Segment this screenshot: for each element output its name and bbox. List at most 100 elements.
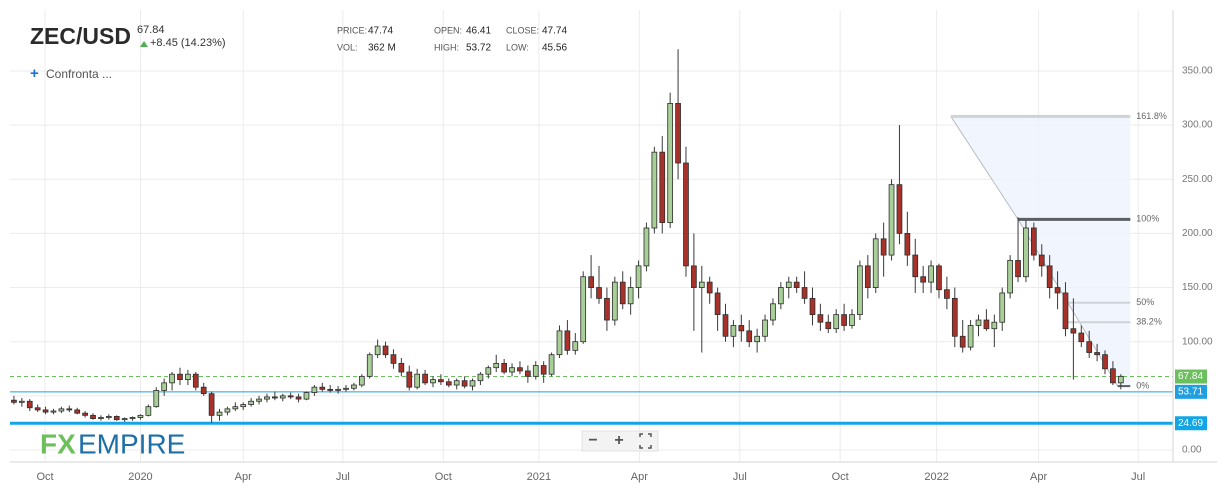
candle-body — [683, 162, 689, 267]
candle-body — [398, 362, 405, 373]
fullscreen[interactable] — [639, 433, 652, 449]
y-tick-label: 0.00 — [1182, 445, 1202, 456]
y-tick-label: 300.00 — [1182, 120, 1213, 131]
candle-body — [343, 387, 349, 390]
candle-body — [517, 367, 523, 372]
stat-label: CLOSE: — [506, 25, 539, 35]
candle-body — [295, 396, 302, 400]
candle-body — [414, 373, 421, 388]
zoom-box — [581, 430, 659, 452]
stat-value: 47.74 — [368, 26, 393, 37]
candle-body — [857, 265, 863, 316]
fib-label: 50% — [1136, 297, 1154, 307]
candle-body — [406, 371, 413, 388]
stat-label: HIGH: — [434, 42, 459, 52]
candle-body — [896, 184, 903, 234]
stat-value: 45.56 — [542, 43, 567, 54]
plot-area: 161.8% 100% 50% 38.2% 0% — [10, 10, 1173, 462]
candle-body — [627, 287, 634, 305]
candle-body — [643, 227, 650, 267]
candle-body — [991, 321, 998, 330]
x-tick-label: Apr — [1030, 471, 1047, 483]
stat-value: 362 M — [368, 43, 396, 54]
candle-body — [445, 381, 452, 386]
candle-body — [1046, 265, 1053, 288]
candle-body — [287, 395, 294, 398]
candle-body — [912, 254, 919, 278]
candle-body — [161, 382, 168, 391]
candle-body — [809, 297, 816, 316]
candle-body — [936, 265, 942, 291]
candle-body — [611, 281, 618, 321]
candle-body — [34, 407, 41, 411]
candle-body — [453, 380, 460, 386]
fib-label: 161.8% — [1136, 111, 1167, 121]
fib-label: 0% — [1136, 380, 1149, 390]
x-tick-label: Oct — [435, 471, 452, 483]
x-tick-label: Apr — [235, 471, 252, 483]
candle-body — [98, 417, 104, 419]
stat-label: PRICE: — [337, 25, 367, 35]
stat-label: VOL: — [337, 42, 358, 52]
candle-body — [548, 354, 555, 375]
candle-body — [635, 265, 642, 288]
candle-body — [1110, 368, 1116, 384]
y-tick-label: 250.00 — [1182, 174, 1213, 185]
x-tick-label: Apr — [631, 471, 648, 483]
candle-body — [659, 151, 666, 223]
x-tick-label: 2021 — [527, 471, 551, 483]
candle-body — [216, 411, 223, 416]
candle-body — [351, 384, 357, 389]
candle-body — [105, 416, 112, 418]
candle-body — [129, 417, 136, 419]
candle-body — [1102, 354, 1108, 370]
candle-body — [200, 386, 207, 395]
logo-empire: EMPIRE — [78, 428, 185, 459]
y-tick-label: 350.00 — [1182, 66, 1213, 77]
candle-body — [604, 297, 610, 321]
candle-body — [1070, 328, 1077, 334]
candle-body — [667, 103, 674, 223]
candle-body — [706, 281, 713, 294]
candle-body — [90, 414, 96, 419]
candle-body — [1054, 287, 1061, 294]
y-tick-label: 150.00 — [1182, 282, 1213, 293]
stat-label: LOW: — [506, 42, 529, 52]
x-tick-label: 2022 — [924, 471, 948, 483]
candle-body — [264, 396, 270, 400]
x-tick-label: Oct — [36, 471, 53, 483]
candle-body — [651, 151, 658, 229]
compare-icon[interactable]: + — [30, 65, 39, 82]
candle-body — [722, 314, 729, 337]
candle-body — [153, 390, 160, 408]
candle-body — [1117, 375, 1124, 384]
candle-body — [920, 276, 927, 283]
candle-body — [959, 335, 966, 348]
candle-body — [461, 380, 468, 387]
candle-body — [42, 409, 49, 413]
candle-body — [185, 373, 191, 381]
candle-body — [177, 373, 183, 381]
price-tag — [1175, 384, 1207, 399]
compare-link[interactable]: Confronta ... — [46, 67, 112, 81]
stat-label: OPEN: — [434, 25, 462, 35]
candle-body — [825, 321, 832, 330]
candle-body — [358, 375, 365, 386]
stat-value: 46.41 — [466, 26, 491, 37]
candle-body — [121, 418, 128, 421]
candle-body — [730, 325, 737, 337]
candle-body — [540, 365, 547, 375]
candle-body — [785, 281, 792, 288]
candle-body — [137, 414, 144, 418]
zoom-in[interactable]: + — [614, 432, 623, 449]
candle-body — [74, 409, 81, 414]
candle-body — [841, 314, 847, 326]
candle-body — [1086, 341, 1093, 353]
zoom-out[interactable]: − — [588, 432, 597, 449]
logo-fx: FX — [40, 428, 76, 459]
x-tick-label: Jul — [733, 471, 747, 483]
candle-body — [272, 396, 278, 399]
price-change: +8.45 (14.23%) — [150, 37, 226, 49]
last-price: 67.84 — [137, 24, 165, 36]
